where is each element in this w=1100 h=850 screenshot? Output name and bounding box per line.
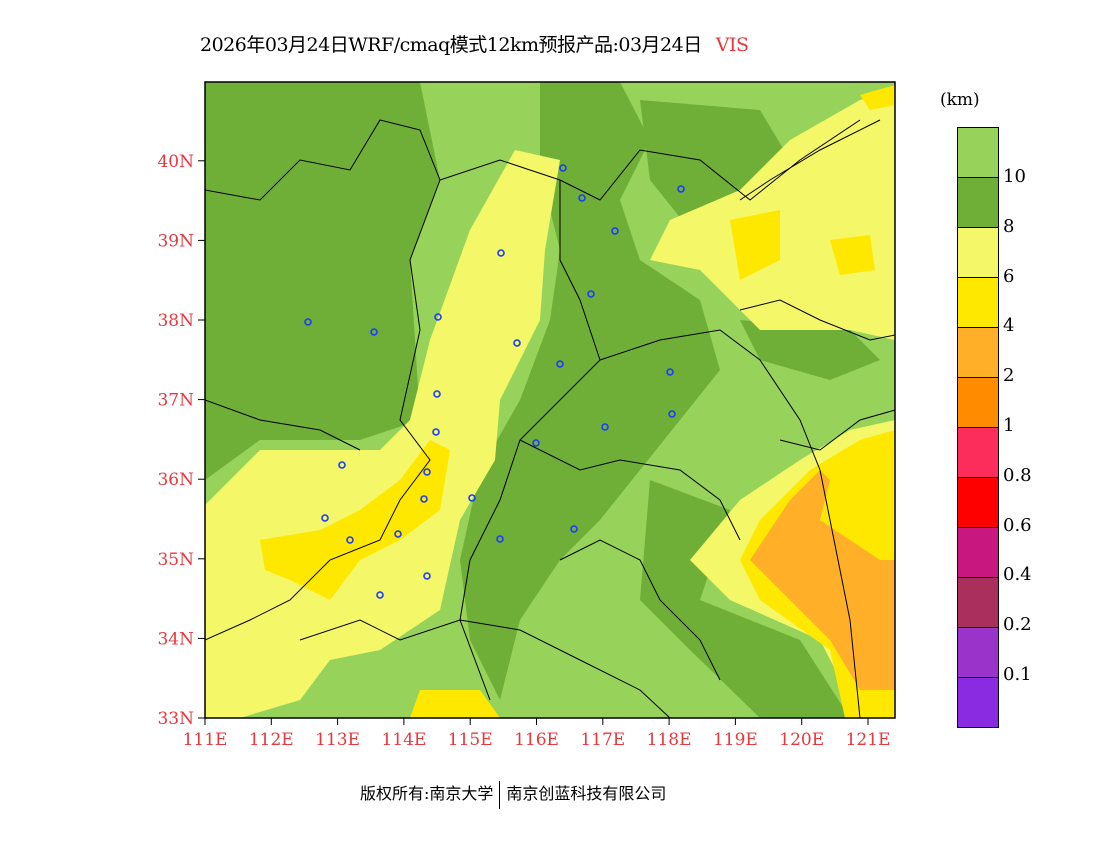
lon-tick-label: 116E: [514, 730, 559, 750]
station-marker: [423, 572, 431, 580]
region-8-10km: [740, 320, 880, 380]
station-marker: [420, 495, 428, 503]
legend-label: 0.2: [1003, 614, 1032, 636]
station-markers: [304, 164, 685, 599]
legend-label: 0.1: [1003, 664, 1032, 685]
station-marker: [338, 461, 346, 469]
station-marker: [346, 536, 354, 544]
legend-swatch: [958, 578, 998, 628]
map-title: 2026年03月24日WRF/cmaq模式12km预报产品:03月24日 VIS: [200, 30, 749, 57]
legend-label: 0.6: [1003, 514, 1032, 536]
lon-tick-label: 112E: [249, 730, 294, 750]
color-legend: [957, 127, 999, 728]
station-marker: [556, 360, 564, 368]
region-4-6km: [260, 440, 450, 600]
region-4-6km: [860, 85, 895, 110]
station-marker: [666, 368, 674, 376]
lat-tick-label: 35N: [157, 550, 194, 570]
legend-swatch: [958, 228, 998, 278]
station-marker: [578, 194, 586, 202]
footer: 版权所有:南京大学 南京创蓝科技有限公司: [360, 780, 666, 809]
station-marker: [423, 468, 431, 476]
lon-tick-label: 121E: [846, 730, 891, 750]
lon-tick-label: 117E: [580, 730, 625, 750]
legend-swatch: [958, 478, 998, 528]
station-marker: [513, 339, 521, 347]
lat-tick-label: 33N: [157, 709, 194, 729]
longitude-axis: 111E 112E 113E 114E 115E 116E 117E 118E 119E 120E…: [183, 718, 891, 750]
station-marker: [532, 439, 540, 447]
station-marker: [434, 313, 442, 321]
legend-label: 2: [1003, 365, 1015, 387]
legend-label: 0.8: [1003, 464, 1032, 486]
region-4-6km: [410, 690, 500, 718]
lat-tick-label: 38N: [157, 311, 194, 331]
station-marker: [570, 525, 578, 533]
legend-unit: (km): [940, 90, 980, 110]
region-8-10km: [640, 480, 850, 718]
station-marker: [587, 290, 595, 298]
variable-name: VIS: [715, 34, 749, 56]
lat-tick-label: 34N: [157, 629, 194, 649]
lon-tick-label: 115E: [448, 730, 493, 750]
legend-swatch: [958, 428, 998, 478]
lat-tick-label: 39N: [157, 231, 194, 251]
legend-swatch: [958, 328, 998, 378]
station-marker: [394, 530, 402, 538]
region-4-6km: [730, 210, 875, 280]
map-fill: [205, 82, 895, 718]
station-marker: [601, 423, 609, 431]
region-8-10km: [460, 82, 720, 700]
region-2-4km: [750, 470, 895, 690]
lon-tick-label: 118E: [647, 730, 692, 750]
station-marker: [496, 535, 504, 543]
lon-tick-label: 120E: [779, 730, 824, 750]
lat-tick-label: 40N: [157, 152, 194, 172]
legend-swatch: [958, 528, 998, 578]
province-borders: [205, 119, 895, 718]
title-text: 2026年03月24日WRF/cmaq模式12km预报产品:03月24日: [200, 34, 702, 56]
station-marker: [433, 390, 441, 398]
lon-tick-label: 113E: [315, 730, 360, 750]
lat-tick-label: 37N: [157, 391, 194, 411]
station-marker: [432, 428, 440, 436]
company-text: 南京创蓝科技有限公司: [506, 784, 667, 803]
station-marker: [497, 249, 505, 257]
copyright-text: 版权所有:南京大学: [360, 784, 494, 803]
station-marker: [611, 227, 619, 235]
legend-label: 1: [1003, 415, 1015, 436]
lon-tick-label: 111E: [183, 730, 228, 750]
station-marker: [468, 494, 476, 502]
legend-swatch: [958, 678, 998, 727]
lon-tick-label: 119E: [713, 730, 758, 750]
legend-label: 0.4: [1003, 564, 1032, 586]
lon-tick-label: 114E: [381, 730, 426, 750]
legend-swatch: [958, 378, 998, 428]
legend-swatch: [958, 628, 998, 678]
legend-swatch: [958, 128, 998, 178]
latitude-axis: 33N 34N 35N 36N 37N 38N 39N 40N: [157, 152, 205, 729]
lat-tick-label: 36N: [157, 470, 194, 490]
station-marker: [559, 164, 567, 172]
legend-swatch: [958, 278, 998, 328]
station-marker: [304, 318, 312, 326]
legend-label: 8: [1003, 215, 1015, 237]
legend-label: 4: [1003, 315, 1015, 337]
legend-label: 10: [1003, 166, 1026, 187]
station-marker: [376, 591, 384, 599]
footer-divider: [499, 780, 501, 809]
station-marker: [668, 410, 676, 418]
station-marker: [370, 328, 378, 336]
legend-swatch: [958, 178, 998, 228]
station-marker: [321, 514, 329, 522]
legend-label: 6: [1003, 265, 1015, 287]
station-marker: [677, 185, 685, 193]
region-8-10km: [205, 82, 440, 480]
